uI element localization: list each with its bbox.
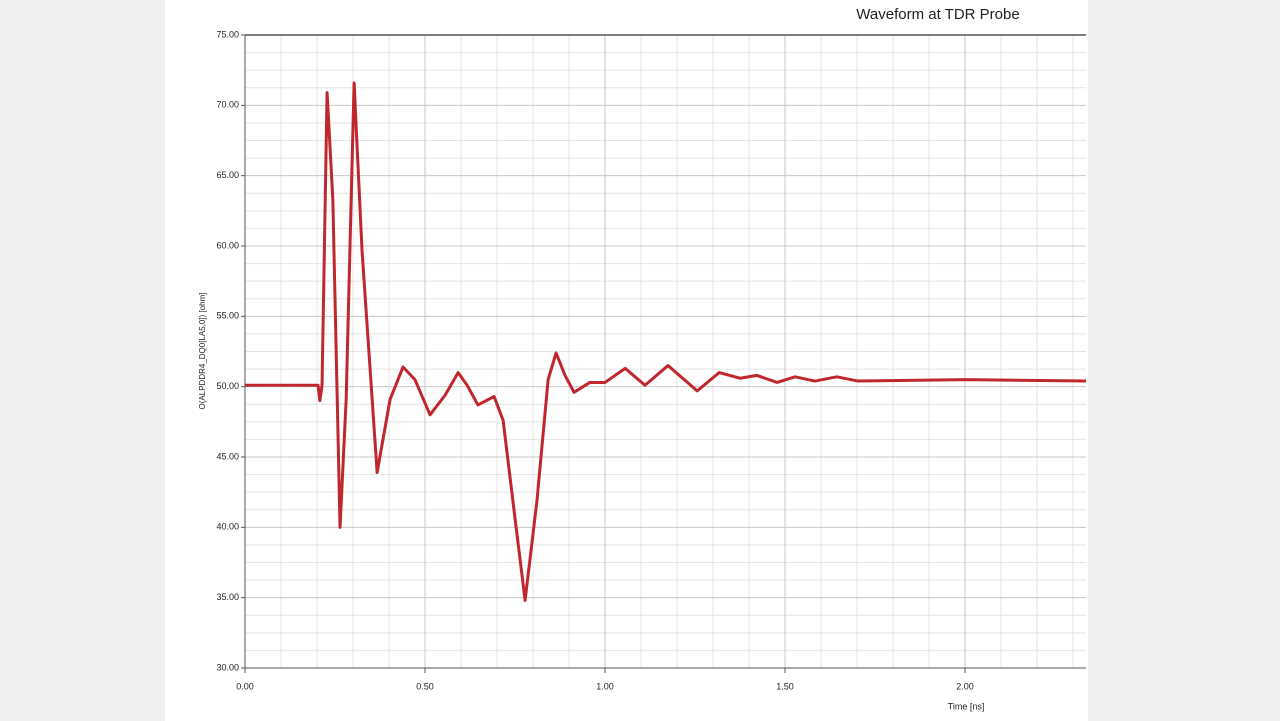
x-tick-label: 1.50 bbox=[776, 681, 794, 691]
y-tick-label: 60.00 bbox=[216, 240, 239, 250]
y-tick-label: 35.00 bbox=[216, 592, 239, 602]
x-tick-label: 0.50 bbox=[416, 681, 434, 691]
chart-title: Waveform at TDR Probe bbox=[856, 6, 1019, 23]
y-tick-label: 55.00 bbox=[216, 311, 239, 321]
x-tick-label: 2.00 bbox=[956, 681, 974, 691]
x-tick-label: 0.00 bbox=[236, 681, 254, 691]
chart-panel bbox=[165, 0, 1088, 721]
y-tick-label: 30.00 bbox=[216, 662, 239, 672]
y-axis-label: O(ALPDDR4_DQ0[LA5,0]) [ohm] bbox=[198, 293, 207, 410]
y-tick-label: 75.00 bbox=[216, 29, 239, 39]
y-tick-label: 65.00 bbox=[216, 170, 239, 180]
y-tick-label: 50.00 bbox=[216, 381, 239, 391]
plot bbox=[245, 81, 1087, 602]
x-axis-label: Time [ns] bbox=[948, 701, 985, 711]
series-line bbox=[245, 81, 1087, 602]
x-tick-label: 1.00 bbox=[596, 681, 614, 691]
y-tick-label: 70.00 bbox=[216, 100, 239, 110]
y-tick-label: 40.00 bbox=[216, 522, 239, 532]
y-tick-label: 45.00 bbox=[216, 451, 239, 461]
